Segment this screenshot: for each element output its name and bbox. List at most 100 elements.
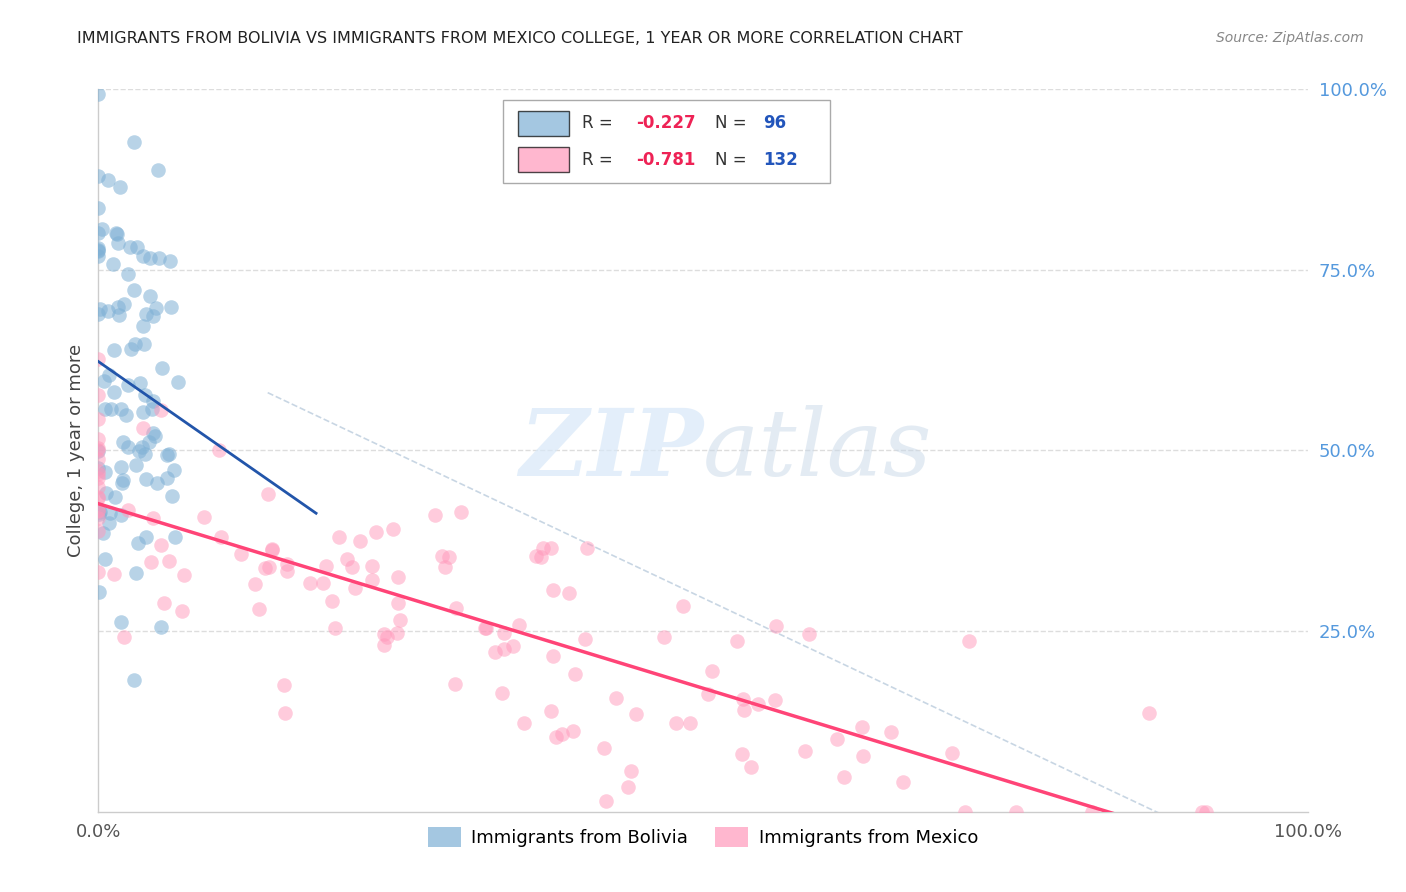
Text: -0.781: -0.781 [637,151,696,169]
Point [450,505,472,519]
Point [160,300,183,314]
Point [156,448,179,462]
Point [105,227,128,242]
Point [89,505,111,519]
Point [117,378,139,392]
Point [111,435,134,450]
Point [437,549,460,564]
Point [87,432,110,446]
Point [273,706,295,720]
Point [87,443,110,458]
Point [211,529,233,543]
Point [273,678,295,692]
Point [551,727,574,741]
Point [98,368,121,382]
Point [508,618,530,632]
Point [103,343,125,357]
Point [156,471,179,485]
Point [574,632,596,646]
Point [131,440,153,454]
Point [142,309,165,323]
Point [132,421,155,435]
Point [98,506,121,520]
Point [540,541,562,556]
Point [139,251,162,265]
Point [103,566,125,581]
Point [162,463,184,477]
Point [543,582,565,597]
Legend: Immigrants from Bolivia, Immigrants from Mexico: Immigrants from Bolivia, Immigrants from… [420,820,986,855]
Point [124,673,146,688]
Point [1081,805,1104,819]
Point [170,604,193,618]
Point [562,724,585,739]
Point [134,447,156,461]
Point [576,541,599,555]
Point [117,440,139,454]
Point [299,576,322,591]
Point [145,301,167,315]
Point [697,687,720,701]
Point [312,576,335,591]
Point [256,487,278,501]
Point [87,504,110,518]
Point [624,706,647,721]
Point [87,169,110,183]
Text: -0.227: -0.227 [637,114,696,132]
Point [491,686,513,700]
Point [93,401,115,416]
Point [87,461,110,475]
Point [149,402,172,417]
Point [87,201,110,215]
Point [941,747,963,761]
Point [434,560,457,574]
Point [852,749,875,764]
Point [89,585,111,599]
Point [592,740,614,755]
Point [373,626,395,640]
Point [321,594,343,608]
Point [652,630,675,644]
Point [87,411,110,425]
Text: ZIP: ZIP [519,406,703,495]
Point [620,764,643,778]
Point [87,507,110,521]
Point [366,524,388,539]
Point [825,731,848,746]
Point [117,503,139,517]
Text: 132: 132 [763,151,799,169]
Point [87,480,110,494]
Point [110,615,132,629]
Point [87,249,110,263]
FancyBboxPatch shape [517,111,569,136]
Point [747,697,769,711]
Point [389,613,412,627]
Point [87,491,110,506]
Point [93,465,115,479]
Point [700,665,723,679]
Point [143,429,166,443]
Point [247,601,270,615]
Point [765,618,787,632]
Point [546,731,568,745]
Point [120,342,142,356]
Point [110,508,132,522]
Point [87,243,110,257]
Point [891,774,914,789]
Point [132,405,155,419]
Point [87,442,110,457]
Point [142,425,165,440]
Point [160,489,183,503]
Point [159,253,181,268]
Point [139,556,162,570]
Point [91,525,114,540]
Point [315,559,337,574]
Point [128,376,150,390]
Point [387,569,409,583]
Point [97,173,120,187]
Point [149,538,172,552]
Point [87,471,110,485]
Point [323,622,346,636]
Point [87,388,110,402]
Point [87,87,110,102]
